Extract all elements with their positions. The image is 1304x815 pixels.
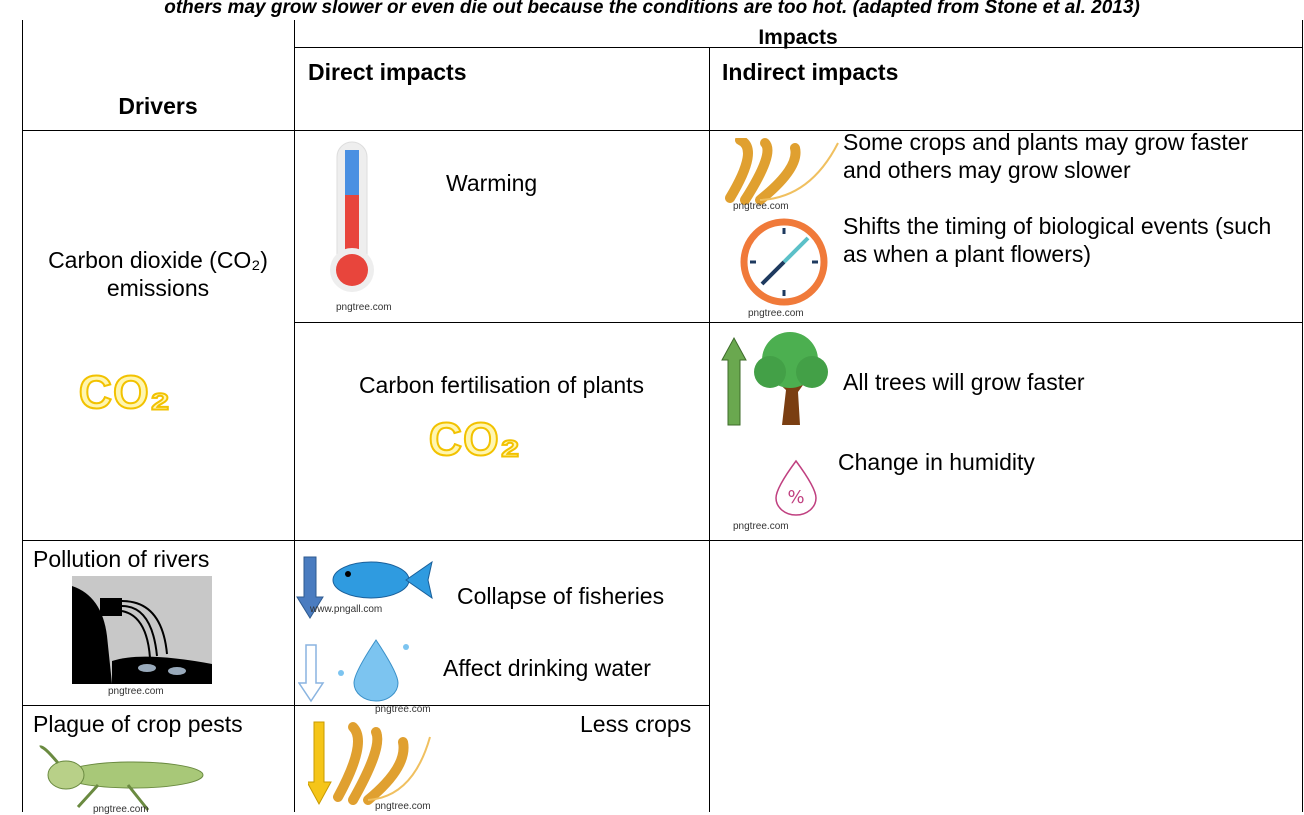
- tree-arrow-icon: [721, 332, 828, 426]
- border: [22, 20, 23, 812]
- border: [22, 705, 710, 706]
- indirect-impact: All trees will grow faster: [843, 369, 1085, 395]
- wheat-icon: [725, 138, 839, 205]
- direct-impact: Affect drinking water: [443, 655, 651, 681]
- thermometer-icon: [330, 141, 374, 292]
- border: [709, 47, 710, 812]
- border: [22, 540, 1303, 541]
- driver: Carbon dioxide (CO₂) emissions: [48, 247, 268, 301]
- border: [294, 322, 1303, 323]
- credit: pngtree.com: [375, 801, 431, 812]
- co2-icon: CO₂: [428, 412, 522, 466]
- credit: www.pngall.com: [310, 604, 383, 615]
- credit: pngtree.com: [108, 686, 164, 697]
- humidity-icon: %: [775, 459, 817, 516]
- border: [294, 47, 1303, 48]
- drop-arrow-icon: [298, 639, 409, 703]
- driver: Plague of crop pests: [33, 711, 243, 737]
- indirect-impact: Change in humidity: [838, 449, 1035, 475]
- pollution-icon: [72, 576, 212, 684]
- credit: pngtree.com: [93, 804, 149, 815]
- header-indirect: Indirect impacts: [722, 59, 899, 85]
- clock-icon: [740, 218, 828, 306]
- driver: Pollution of rivers: [33, 546, 210, 572]
- header-impacts: Impacts: [758, 26, 838, 49]
- wheat-arrow-icon: [308, 721, 431, 806]
- fish-arrow-icon: [296, 556, 433, 619]
- header-direct: Direct impacts: [308, 59, 467, 85]
- credit: pngtree.com: [733, 201, 789, 212]
- credit: pngtree.com: [336, 302, 392, 313]
- indirect-impact: Shifts the timing of biological events (…: [843, 213, 1272, 267]
- co2-icon: CO₂: [78, 365, 172, 419]
- direct-impact: Carbon fertilisation of plants: [358, 372, 645, 398]
- header-drivers: Drivers: [118, 93, 198, 119]
- direct-impact: Collapse of fisheries: [457, 583, 665, 609]
- direct-impact: Less crops: [580, 711, 692, 737]
- border: [1302, 20, 1303, 812]
- credit: pngtree.com: [375, 704, 431, 715]
- border: [22, 130, 1303, 131]
- direct-impact: Warming: [446, 170, 538, 196]
- grasshopper-icon: [39, 745, 204, 811]
- credit: pngtree.com: [748, 308, 804, 319]
- indirect-impact: Some crops and plants may grow faster an…: [843, 129, 1249, 183]
- svg-text:%: %: [787, 487, 804, 508]
- caption: others may grow slower or even die out b…: [164, 0, 1140, 18]
- credit: pngtree.com: [733, 521, 789, 532]
- border: [294, 20, 295, 812]
